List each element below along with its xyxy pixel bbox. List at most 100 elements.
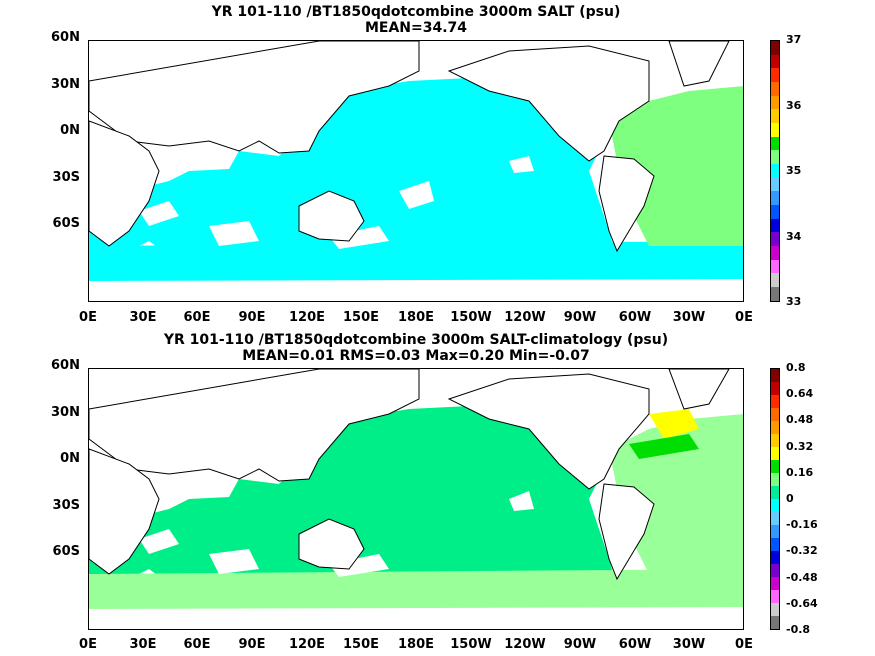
colorbar-swatch xyxy=(771,486,779,499)
panel2-yellow-anomaly xyxy=(649,409,699,439)
panel1-xlabel: 180E xyxy=(397,310,435,325)
colorbar-label: -0.48 xyxy=(786,570,818,584)
colorbar-swatch xyxy=(771,109,779,124)
panel2-xlabel: 150W xyxy=(450,637,492,652)
panel1-colorbar xyxy=(770,40,780,302)
panel2-southern-ocean xyxy=(89,569,743,609)
panel1-xlabel: 60E xyxy=(183,310,211,325)
panel2-australia xyxy=(298,518,365,570)
colorbar-swatch xyxy=(771,551,779,564)
panel2-pacific-ocean xyxy=(89,404,619,599)
panel2-xlabel: 90W xyxy=(563,637,597,652)
panel2-xlabel: 30W xyxy=(672,637,706,652)
colorbar-swatch xyxy=(771,564,779,577)
colorbar-label: 0.64 xyxy=(786,387,814,401)
colorbar-swatch xyxy=(771,287,779,301)
panel1-pacific-ocean xyxy=(89,76,619,271)
colorbar-label: -0.64 xyxy=(786,596,818,610)
colorbar-swatch xyxy=(771,512,779,525)
panel1-xlabel: 60W xyxy=(618,310,652,325)
panel2-xlabel: 30E xyxy=(129,637,157,652)
colorbar-label: 0 xyxy=(786,492,794,505)
colorbar-swatch xyxy=(771,525,779,538)
panel1-title-line1: YR 101-110 /BT1850qdotcombine 3000m SALT… xyxy=(211,4,621,20)
panel1-australia xyxy=(298,190,365,242)
panel1-map xyxy=(88,40,744,302)
colorbar-swatch xyxy=(771,273,779,288)
panel1-xlabel: 30E xyxy=(129,310,157,325)
colorbar-swatch xyxy=(771,136,779,151)
panel2-greenland xyxy=(668,369,730,410)
panel2-title-line2: MEAN=0.01 RMS=0.03 Max=0.20 Min=-0.07 xyxy=(242,348,590,364)
colorbar-label: -0.8 xyxy=(786,623,811,636)
panel1-ylabel-60n: 60N xyxy=(51,30,80,45)
colorbar-swatch xyxy=(771,421,779,434)
colorbar-swatch xyxy=(771,54,779,69)
panel1-southern-ocean xyxy=(89,241,743,281)
panel1-xlabel: 0E xyxy=(735,310,753,325)
colorbar-swatch xyxy=(771,150,779,165)
colorbar-swatch xyxy=(771,616,779,629)
colorbar-label: 0.8 xyxy=(786,361,806,374)
colorbar-swatch xyxy=(771,395,779,408)
colorbar-label: 0.32 xyxy=(786,439,814,453)
panel1-ylabel-30n: 30N xyxy=(51,77,80,92)
panel2-ylabel-30s: 30S xyxy=(52,498,80,513)
colorbar-swatch xyxy=(771,41,779,55)
panel1-greenland xyxy=(668,41,730,87)
colorbar-swatch xyxy=(771,538,779,551)
colorbar-label: 37 xyxy=(786,33,802,46)
colorbar-label: 36 xyxy=(786,98,802,112)
panel2-xlabel: 90E xyxy=(238,637,266,652)
colorbar-swatch xyxy=(771,259,779,274)
panel1-south-america xyxy=(598,155,655,253)
panel2-south-america xyxy=(598,483,655,581)
panel2-xlabel: 150E xyxy=(342,637,380,652)
colorbar-swatch xyxy=(771,123,779,137)
colorbar-swatch xyxy=(771,447,779,460)
panel2-africa xyxy=(89,448,160,575)
panel1-map-svg xyxy=(89,41,743,281)
panel1-north-america xyxy=(447,45,650,162)
colorbar-label: -0.32 xyxy=(786,544,818,558)
colorbar-swatch xyxy=(771,603,779,616)
colorbar-swatch xyxy=(771,577,779,590)
panel2-north-america xyxy=(447,373,650,490)
panel2-xlabel: 120E xyxy=(288,637,326,652)
colorbar-swatch xyxy=(771,177,779,192)
colorbar-swatch xyxy=(771,434,779,447)
panel2-ylabel-0n: 0N xyxy=(60,451,80,466)
colorbar-swatch xyxy=(771,205,779,219)
panel2-xlabel: 180E xyxy=(397,637,435,652)
panel2-title-line1: YR 101-110 /BT1850qdotcombine 3000m SALT… xyxy=(163,332,669,348)
panel1-xlabel: 120W xyxy=(504,310,546,325)
colorbar-swatch xyxy=(771,408,779,421)
colorbar-swatch xyxy=(771,164,779,178)
colorbar-swatch xyxy=(771,218,779,233)
panel1-ylabel-30s: 30S xyxy=(52,170,80,185)
panel2-colorbar xyxy=(770,368,780,630)
colorbar-label: 0.48 xyxy=(786,413,814,427)
colorbar-label: 0.16 xyxy=(786,465,814,479)
colorbar-swatch xyxy=(771,460,779,473)
panel2-ylabel-60n: 60N xyxy=(51,358,80,373)
colorbar-swatch xyxy=(771,232,779,247)
panel2-xlabel: 60E xyxy=(183,637,211,652)
colorbar-swatch xyxy=(771,82,779,96)
colorbar-swatch xyxy=(771,68,779,83)
panel2-ylabel-30n: 30N xyxy=(51,405,80,420)
panel2-map xyxy=(88,368,744,630)
colorbar-swatch xyxy=(771,499,779,512)
colorbar-swatch xyxy=(771,369,779,382)
colorbar-swatch xyxy=(771,95,779,110)
colorbar-label: 34 xyxy=(786,229,802,243)
colorbar-swatch xyxy=(771,590,779,603)
panel1-xlabel: 120E xyxy=(288,310,326,325)
panel1-africa xyxy=(89,120,160,247)
panel1-xlabel: 30W xyxy=(672,310,706,325)
panel1-xlabel: 0E xyxy=(79,310,97,325)
panel1-xlabel: 90E xyxy=(238,310,266,325)
panel2-map-svg xyxy=(89,369,743,609)
panel2-xlabel: 0E xyxy=(79,637,97,652)
panel2-xlabel: 0E xyxy=(735,637,753,652)
